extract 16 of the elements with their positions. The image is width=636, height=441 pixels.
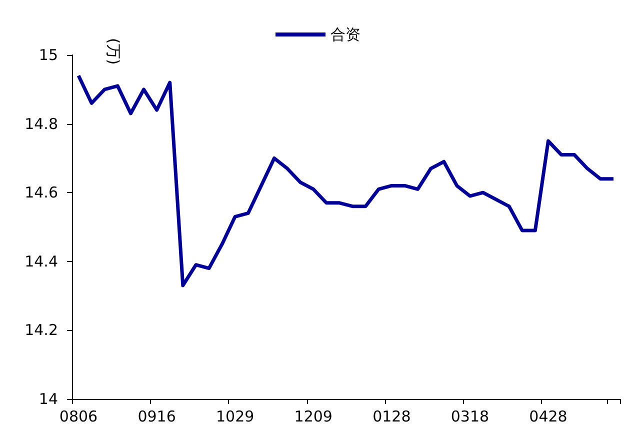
y-tick-label: 14.2: [24, 321, 58, 340]
y-axis-title: (万): [104, 38, 122, 65]
legend-label: 合资: [330, 26, 360, 44]
x-tick-label: 0916: [138, 408, 176, 426]
line-series: [76, 74, 616, 288]
x-tick-label: 1209: [294, 408, 332, 426]
y-tick-label: 14.8: [24, 114, 58, 133]
y-tick-label: 15: [38, 46, 58, 64]
x-tick-label: 0318: [450, 408, 490, 426]
x-tick-label: 1029: [216, 408, 254, 426]
y-tick-label: 14: [38, 390, 58, 408]
y-tick-label: 14.4: [24, 252, 58, 270]
x-tick-label: 0806: [59, 408, 98, 426]
x-tick-label: 0428: [529, 408, 568, 426]
y-tick-label: 14.6: [24, 184, 58, 202]
x-tick-label: 0128: [372, 408, 411, 426]
